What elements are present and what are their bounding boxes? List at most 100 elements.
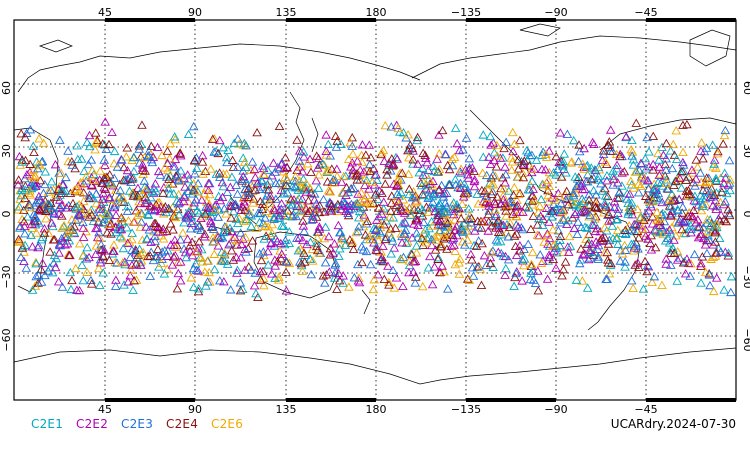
occultation-marker	[574, 258, 585, 268]
left-latitude-tick-label: 0	[0, 211, 13, 218]
occultation-marker	[480, 197, 491, 207]
occultation-marker	[667, 163, 678, 173]
occultation-marker	[272, 236, 283, 246]
occultation-marker	[204, 199, 215, 208]
occultation-marker	[129, 276, 139, 285]
occultation-marker	[704, 270, 715, 279]
occultation-marker	[515, 246, 525, 255]
occultation-marker	[516, 222, 527, 232]
occultation-marker	[634, 221, 644, 230]
occultation-marker	[323, 139, 334, 149]
occultation-marker	[36, 206, 46, 215]
occultation-marker	[691, 218, 701, 227]
occultation-marker	[227, 172, 237, 181]
occultation-marker	[371, 242, 382, 251]
occultation-marker	[145, 271, 156, 280]
occultation-marker	[255, 266, 266, 276]
occultation-marker	[373, 203, 384, 212]
occultation-marker	[717, 187, 727, 196]
occultation-marker	[338, 234, 349, 243]
occultation-marker	[213, 212, 223, 221]
occultation-marker	[20, 193, 30, 203]
top-longitude-tick-label: −135	[451, 6, 481, 19]
occultation-marker	[421, 202, 432, 211]
occultation-marker	[183, 207, 194, 216]
occultation-marker	[463, 188, 473, 197]
occultation-marker	[457, 226, 467, 235]
occultation-marker	[249, 164, 260, 173]
occultation-marker	[321, 130, 331, 139]
occultation-marker	[388, 265, 398, 275]
occultation-marker	[484, 206, 494, 215]
occultation-marker	[117, 155, 127, 164]
occultation-marker	[100, 117, 111, 126]
occultation-marker	[422, 233, 432, 242]
occultation-marker	[376, 206, 387, 215]
occultation-marker	[683, 258, 694, 267]
occultation-marker	[551, 170, 561, 179]
occultation-marker	[92, 232, 103, 242]
occultation-marker	[652, 215, 662, 224]
occultation-marker	[464, 153, 475, 163]
occultation-marker	[486, 180, 497, 189]
occultation-marker	[548, 254, 558, 264]
occultation-marker	[170, 235, 180, 244]
occultation-marker	[555, 235, 565, 245]
occultation-marker	[38, 138, 49, 147]
occultation-marker	[720, 196, 730, 206]
occultation-marker	[469, 176, 480, 186]
occultation-marker	[75, 202, 86, 212]
occultation-marker	[150, 231, 160, 241]
occultation-marker	[487, 186, 498, 196]
occultation-marker	[558, 247, 569, 256]
occultation-marker	[362, 175, 372, 184]
occultation-marker	[698, 154, 708, 163]
occultation-marker	[424, 223, 434, 233]
frame-tick-bar	[646, 18, 736, 22]
occultation-marker	[219, 248, 230, 257]
occultation-marker	[384, 280, 394, 289]
occultation-marker	[168, 188, 179, 198]
occultation-marker	[707, 191, 718, 201]
occultation-marker	[647, 197, 658, 206]
occultation-marker	[203, 256, 213, 265]
occultation-marker	[577, 159, 588, 168]
occultation-marker	[72, 285, 82, 294]
occultation-marker	[101, 144, 112, 154]
occultation-marker	[79, 178, 89, 188]
occultation-marker	[137, 120, 147, 129]
occultation-marker	[35, 175, 46, 185]
occultation-marker	[28, 141, 39, 150]
occultation-marker	[714, 233, 725, 243]
occultation-marker	[628, 160, 639, 169]
occultation-marker	[303, 196, 314, 205]
occultation-marker	[473, 222, 484, 231]
occultation-marker	[215, 195, 226, 205]
occultation-marker	[217, 233, 228, 242]
left-latitude-tick-label: 60	[0, 81, 13, 95]
occultation-marker	[109, 246, 119, 255]
occultation-marker	[152, 222, 163, 231]
occultation-marker	[417, 189, 428, 199]
occultation-marker	[564, 231, 575, 241]
occultation-marker	[608, 171, 619, 180]
occultation-marker	[366, 199, 376, 208]
occultation-marker	[599, 198, 610, 207]
occultation-marker	[626, 198, 637, 207]
occultation-marker	[617, 168, 627, 177]
occultation-marker	[296, 206, 306, 216]
occultation-marker	[499, 184, 509, 193]
occultation-marker	[373, 269, 383, 279]
occultation-marker	[654, 170, 665, 179]
occultation-marker	[584, 195, 594, 204]
occultation-marker	[371, 224, 381, 233]
occultation-marker	[599, 222, 610, 232]
occultation-marker	[276, 238, 286, 248]
occultation-marker	[441, 149, 451, 159]
occultation-marker	[696, 205, 707, 215]
occultation-marker	[219, 277, 229, 286]
occultation-marker	[82, 242, 92, 252]
occultation-marker	[120, 259, 130, 269]
occultation-marker	[133, 210, 143, 220]
occultation-marker	[615, 256, 626, 265]
